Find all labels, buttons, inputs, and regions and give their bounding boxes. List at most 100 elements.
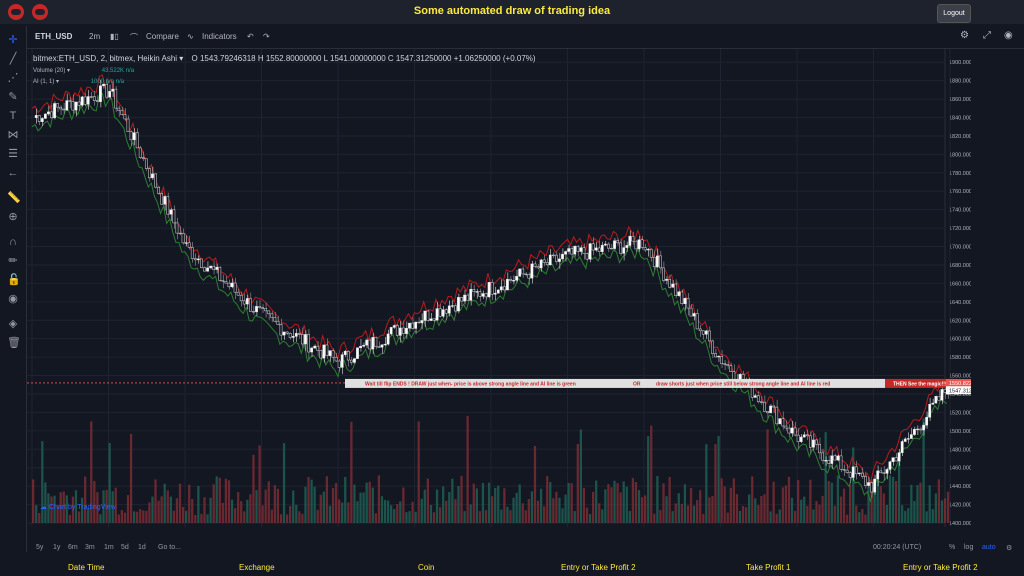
- footer-entry-tp2-a[interactable]: Entry or Take Profit 2: [561, 563, 636, 572]
- prediction-icon[interactable]: ☰: [8, 148, 18, 160]
- volume-bar: [298, 511, 301, 523]
- volume-bar: [111, 491, 114, 523]
- candle-body: [542, 259, 546, 263]
- chart-type-icon[interactable]: ▮▯: [110, 32, 119, 41]
- text-icon[interactable]: T: [9, 110, 17, 122]
- footer-entry-tp2-b[interactable]: Entry or Take Profit 2: [903, 563, 978, 572]
- volume-bar: [322, 491, 325, 523]
- volume-bar: [240, 501, 243, 523]
- compare-button[interactable]: Compare: [146, 32, 179, 41]
- footer-exchange[interactable]: Exchange: [239, 563, 275, 572]
- volume-bar: [766, 429, 769, 523]
- candle-body: [105, 83, 108, 98]
- candle-body: [322, 344, 326, 359]
- brush-icon[interactable]: ✎: [8, 91, 18, 103]
- range-5y[interactable]: 5y: [36, 544, 44, 551]
- candle-body: [469, 289, 473, 301]
- volume-bar: [77, 511, 81, 523]
- volume-bar: [252, 454, 255, 523]
- undo-icon[interactable]: ↶: [247, 32, 254, 41]
- volume-label[interactable]: Volume (20) ▾: [33, 68, 71, 74]
- legend-symbol[interactable]: bitmex:ETH_USD, 2, bitmex, Heikin Ashi ▾: [33, 54, 184, 63]
- range-6m[interactable]: 6m: [68, 544, 78, 551]
- back-arrow-icon[interactable]: ←: [7, 167, 19, 179]
- interval-select[interactable]: 2m: [89, 32, 101, 41]
- volume-bar: [32, 479, 35, 523]
- range-1m[interactable]: 1m: [104, 544, 114, 551]
- volume-bar: [579, 429, 582, 523]
- redo-icon[interactable]: ↷: [263, 32, 270, 41]
- candle-body: [233, 282, 237, 293]
- footer-tp1[interactable]: Take Profit 1: [746, 563, 791, 572]
- volume-bar: [928, 485, 931, 523]
- volume-bar: [812, 509, 815, 523]
- volume-bar: [71, 496, 75, 523]
- chart-settings-icon[interactable]: ⚙: [1006, 545, 1013, 552]
- footer-date-time[interactable]: Date Time: [68, 563, 105, 572]
- log-toggle[interactable]: log: [964, 544, 974, 551]
- range-3m[interactable]: 3m: [85, 544, 95, 551]
- auto-toggle[interactable]: auto: [982, 544, 996, 551]
- ruler-icon[interactable]: 📏: [7, 192, 21, 204]
- settings-icon[interactable]: ⚙: [960, 30, 969, 41]
- candle-body: [668, 278, 671, 288]
- logout-button[interactable]: Logout: [937, 4, 971, 23]
- candle-body: [114, 88, 118, 109]
- range-1d[interactable]: 1d: [138, 544, 146, 551]
- candle-body: [426, 310, 430, 321]
- indicators-button[interactable]: Indicators: [202, 32, 237, 41]
- candle-body: [392, 325, 396, 328]
- volume-bar: [316, 509, 319, 523]
- candle-body: [340, 354, 344, 368]
- fullscreen-icon[interactable]: ⤢: [983, 30, 991, 41]
- volume-bar: [907, 508, 910, 523]
- footer-coin[interactable]: Coin: [418, 563, 435, 572]
- candle-body: [172, 209, 176, 224]
- trash-icon[interactable]: 🗑: [7, 337, 21, 349]
- candle-body: [903, 438, 907, 442]
- volume-bar: [267, 481, 270, 523]
- volume-bar: [359, 492, 362, 523]
- eye-icon[interactable]: ◉: [8, 293, 18, 305]
- volume-bar: [576, 443, 579, 523]
- candle-body: [343, 351, 347, 355]
- candle-body: [879, 470, 883, 474]
- candle-body: [900, 441, 904, 453]
- volume-bar: [570, 483, 573, 523]
- pencil-lock-icon[interactable]: ✏: [8, 255, 18, 267]
- volume-bar: [215, 476, 218, 523]
- volume-bar: [423, 489, 426, 523]
- candle-body: [398, 327, 402, 336]
- range-5d[interactable]: 5d: [121, 544, 129, 551]
- lock-icon[interactable]: 🔓: [7, 274, 21, 286]
- candle-body: [830, 455, 834, 464]
- volume-bar: [80, 497, 84, 523]
- ai-label[interactable]: AI (1, 1) ▾: [33, 79, 60, 85]
- fib-icon[interactable]: ⋰: [7, 72, 19, 84]
- compare-icon[interactable]: ⌒: [130, 33, 138, 42]
- range-1y[interactable]: 1y: [53, 544, 61, 551]
- candle-body: [512, 280, 515, 282]
- candle-body: [885, 469, 889, 474]
- goto-button[interactable]: Go to...: [158, 544, 181, 551]
- candle-body: [126, 118, 130, 132]
- screenshot-icon[interactable]: ◉: [1004, 30, 1013, 41]
- candle-body: [411, 322, 414, 329]
- price-chart[interactable]: 1900.00000000 1880.00000000 1860.00000000 1…: [27, 49, 971, 527]
- volume-bar: [487, 482, 491, 523]
- volume-bar: [839, 496, 843, 523]
- candle-body: [848, 472, 852, 478]
- magnet-icon[interactable]: ∩: [9, 236, 17, 248]
- percent-toggle[interactable]: %: [949, 544, 956, 551]
- indicators-icon[interactable]: ∿: [187, 32, 194, 41]
- symbol-search[interactable]: ETH_USD: [35, 32, 73, 41]
- layers-icon[interactable]: ◈: [8, 318, 18, 330]
- pattern-icon[interactable]: ⋈: [7, 129, 19, 141]
- zoom-icon[interactable]: ⊕: [8, 211, 18, 223]
- candle-body: [603, 243, 607, 246]
- crosshair-icon[interactable]: ✛: [8, 34, 18, 46]
- volume-bar: [377, 475, 381, 523]
- candle-body: [723, 363, 727, 365]
- trendline-icon[interactable]: ╱: [9, 53, 17, 65]
- tradingview-watermark[interactable]: ☁ Chart by TradingView: [40, 503, 116, 511]
